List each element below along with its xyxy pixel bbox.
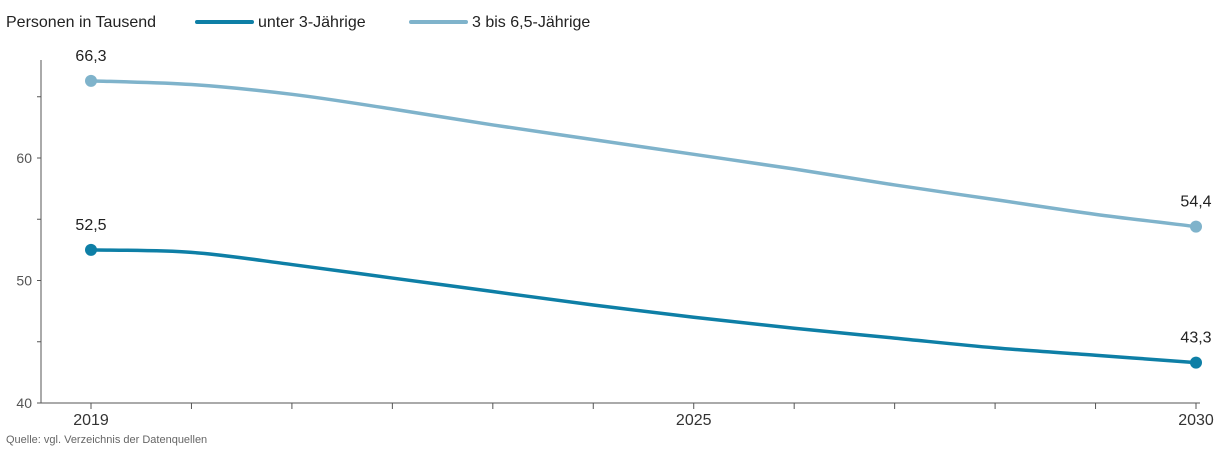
series-line-1 [90, 248, 1197, 365]
x-tick-label: 2025 [676, 412, 712, 429]
legend: Personen in Tausend unter 3-Jährige 3 bi… [6, 14, 590, 31]
data-label: 66,3 [75, 48, 106, 65]
series-2-end-point [1190, 220, 1202, 233]
series-1-end-point [85, 243, 97, 256]
legend-label-series-2: 3 bis 6,5-Jährige [472, 14, 590, 31]
legend-label-series-1: unter 3-Jährige [258, 14, 366, 31]
source-note: Quelle: vgl. Verzeichnis der Datenquelle… [6, 434, 207, 446]
series-2-end-point [85, 74, 97, 87]
data-label: 54,4 [1180, 194, 1211, 211]
data-label: 52,5 [75, 217, 106, 234]
x-tick-label: 2019 [73, 412, 109, 429]
y-tick-label: 60 [16, 150, 32, 166]
x-tick-label: 2030 [1178, 412, 1214, 429]
series-1-end-point [1190, 356, 1202, 369]
y-tick-label: 50 [16, 273, 32, 289]
unit-label: Personen in Tausend [6, 14, 156, 31]
plot-area: 52,5 43,3 66,3 54,4 [75, 48, 1212, 369]
data-label: 43,3 [1180, 330, 1211, 347]
y-axis: 40 50 60 [16, 60, 42, 411]
y-tick-label: 40 [16, 395, 32, 411]
x-axis: 2019 2025 2030 [41, 402, 1214, 429]
series-line-2 [90, 79, 1197, 229]
